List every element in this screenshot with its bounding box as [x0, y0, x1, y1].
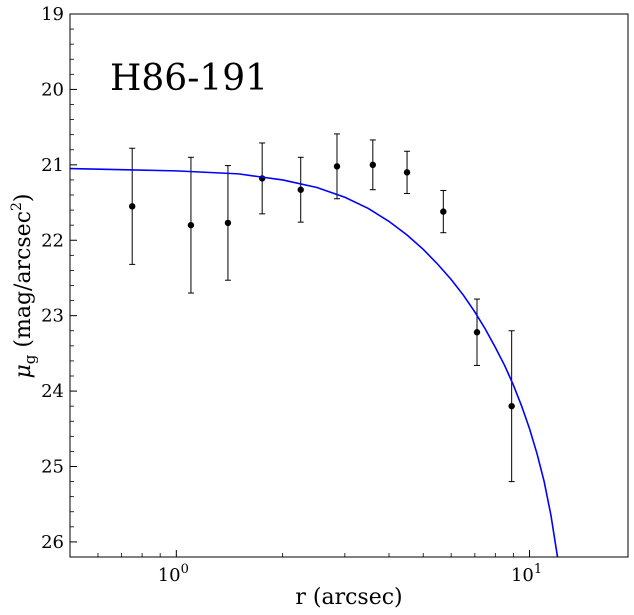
- x-tick-label: 101: [511, 562, 542, 586]
- data-point: [224, 219, 232, 227]
- y-tick-label: 21: [41, 155, 64, 176]
- data-point: [403, 169, 411, 176]
- x-axis-label: r (arcsec): [295, 585, 402, 610]
- y-axis-label-unit: (mag/arcsec: [11, 211, 36, 355]
- data-point: [297, 186, 304, 193]
- y-tick-label: 22: [41, 230, 64, 251]
- y-axis-label-subscript: g: [21, 354, 39, 364]
- data-point: [187, 221, 195, 229]
- y-tick-label: 25: [41, 457, 64, 478]
- y-axis-label-superscript: 2: [9, 202, 25, 211]
- axis-ticks: 19 20 21 22 23 24 25 26 100 101: [41, 4, 542, 586]
- y-tick-label: 23: [41, 306, 64, 327]
- y-tick-label: 26: [41, 532, 64, 553]
- fit-curve: [69, 167, 559, 558]
- y-axis-label-symbol: μ: [11, 364, 36, 378]
- y-axis-label-close: ): [11, 193, 36, 202]
- y-tick-label: 24: [41, 381, 64, 402]
- x-tick-label: 100: [158, 562, 189, 586]
- data-point: [333, 163, 341, 170]
- data-points: [128, 133, 515, 483]
- y-axis-label: μg (mag/arcsec2): [9, 193, 39, 378]
- data-point: [508, 402, 515, 410]
- y-tick-label: 20: [41, 79, 64, 100]
- data-point: [473, 329, 481, 336]
- plot-frame: [69, 13, 629, 558]
- data-point: [440, 208, 447, 215]
- data-point: [128, 203, 136, 210]
- annotation-label: H86-191: [110, 58, 268, 99]
- data-point: [369, 161, 377, 169]
- y-tick-label: 19: [41, 4, 64, 25]
